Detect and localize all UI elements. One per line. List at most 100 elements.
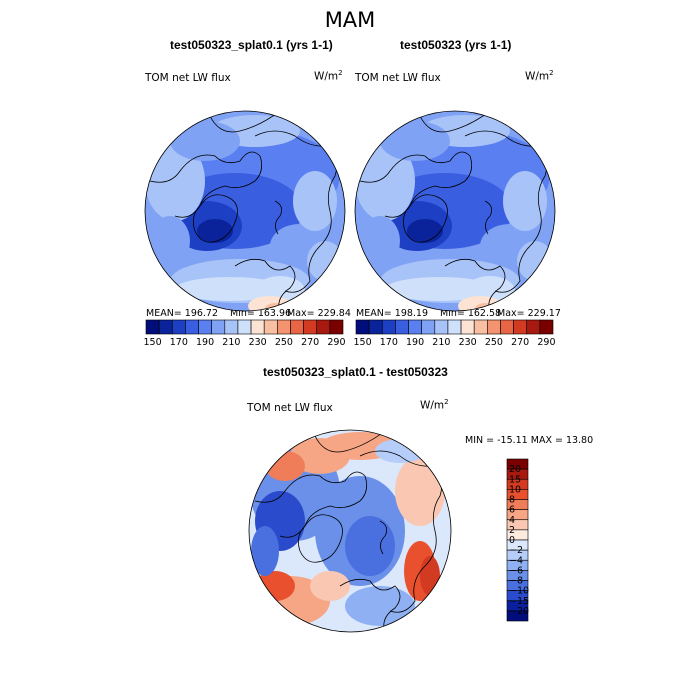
colorbar-tick-label: −4 [509, 555, 523, 566]
colorbar-tick-label: 10 [509, 484, 521, 495]
colorbar-tick-label: 290 [537, 337, 555, 348]
colorbar-tick-label: 2 [509, 525, 515, 536]
colorbar-swatch [513, 319, 528, 335]
colorbar-tick-label: 230 [459, 337, 477, 348]
panel3-units: W/m2 [420, 398, 449, 412]
panel1-min: Min= 163.96 [230, 308, 292, 319]
colorbar-swatch [381, 319, 396, 335]
coastline [297, 514, 343, 563]
panel2-units: W/m2 [525, 69, 554, 83]
colorbar-tick-label: 210 [432, 337, 450, 348]
colorbar-tick-label: 270 [511, 337, 529, 348]
field-patch [265, 303, 285, 311]
colorbar-tick-label: 250 [275, 337, 293, 348]
field-patch [345, 586, 415, 626]
panel3-minmax: MIN = -15.11 MAX = 13.80 [465, 435, 594, 446]
panel2-min: Min= 162.58 [440, 308, 502, 319]
field-patch [503, 171, 547, 231]
colorbar-swatch [198, 319, 212, 335]
colorbar-tick-label: −8 [509, 576, 523, 587]
field-patch [517, 241, 553, 281]
field-patch [475, 303, 495, 311]
panel1-colorbar: 150 170 190 210 230 250 270 290 [143, 319, 346, 348]
panel1-map-border [144, 110, 346, 312]
colorbar-tick-label: 150 [353, 337, 371, 348]
colorbar-swatch [237, 319, 252, 335]
colorbar-tick-label: 290 [327, 337, 345, 348]
colorbar-tick-label: 150 [143, 337, 161, 348]
colorbar-swatch [171, 319, 186, 335]
colorbar-swatch [185, 319, 199, 335]
colorbar-swatch [447, 319, 462, 335]
coastline [149, 151, 263, 218]
colorbar-tick-label: 250 [485, 337, 503, 348]
colorbar-swatch [408, 319, 422, 335]
colorbar-swatch [290, 319, 304, 335]
coastline [254, 130, 338, 293]
coastline [484, 200, 493, 235]
field-patch [170, 121, 240, 161]
field-patch [465, 138, 525, 174]
season-title: MAM [324, 8, 376, 32]
colorbar-swatch [329, 319, 344, 335]
colorbar-tick-label: 210 [222, 337, 240, 348]
coastline [402, 194, 448, 243]
coastline [359, 151, 473, 218]
coastline [209, 111, 281, 133]
colorbar-tick-label: 15 [509, 474, 521, 485]
coastline [464, 130, 548, 293]
coastline [192, 194, 238, 243]
panel1-title: test050323_splat0.1 (yrs 1-1) [170, 38, 333, 52]
field-patch [293, 171, 337, 231]
colorbar-swatch [368, 319, 383, 335]
colorbar-swatch [263, 319, 278, 335]
field-patch [251, 526, 279, 576]
colorbar-tick-label: 4 [509, 515, 515, 526]
field-patch [255, 138, 315, 174]
colorbar-swatch [526, 319, 541, 335]
field-patch [345, 516, 395, 576]
colorbar-tick-label: 270 [301, 337, 319, 348]
panel1-variable-label: TOM net LW flux [145, 72, 231, 84]
colorbar-tick-label: −15 [509, 596, 529, 607]
colorbar-swatch [473, 319, 488, 335]
field-patch [360, 216, 400, 266]
colorbar-swatch [460, 319, 475, 335]
colorbar-swatch [316, 319, 331, 335]
colorbar-swatch [211, 319, 226, 335]
panel1-units: W/m2 [314, 69, 343, 83]
colorbar-tick-label: −20 [509, 606, 529, 617]
field-patch [420, 556, 440, 596]
colorbar-swatch [421, 319, 436, 335]
colorbar-swatch [487, 319, 501, 335]
field-patch [197, 219, 233, 243]
colorbar-tick-label: 190 [406, 337, 424, 348]
colorbar-swatch [158, 319, 173, 335]
panel2-mean: MEAN= 198.19 [356, 308, 429, 319]
colorbar-tick-label: −6 [509, 565, 523, 576]
colorbar-tick-label: 20 [509, 464, 521, 475]
coastline [234, 258, 296, 311]
panel2-title: test050323 (yrs 1-1) [400, 38, 512, 52]
field-patch [255, 571, 295, 601]
panel2-colorbar: 150 170 190 210 230 250 270 290 [353, 319, 556, 348]
panel3-map-border [248, 429, 452, 633]
field-patch [395, 456, 445, 526]
panel2-map-border [354, 110, 556, 312]
coastline [379, 520, 388, 555]
coastline [274, 200, 283, 235]
field-patch [310, 571, 350, 601]
colorbar-swatch [500, 319, 514, 335]
colorbar-tick-label: −10 [509, 586, 529, 597]
colorbar-swatch [250, 319, 265, 335]
coastline [339, 578, 401, 632]
colorbar-swatch [434, 319, 449, 335]
colorbar-tick-label: 230 [249, 337, 267, 348]
colorbar-tick-label: 170 [170, 337, 188, 348]
panel1-mean: MEAN= 196.72 [146, 308, 219, 319]
panel2-max: Max= 229.17 [497, 308, 561, 319]
colorbar-swatch [355, 319, 370, 335]
field-patch [307, 241, 343, 281]
panel2-variable-label: TOM net LW flux [355, 72, 441, 84]
